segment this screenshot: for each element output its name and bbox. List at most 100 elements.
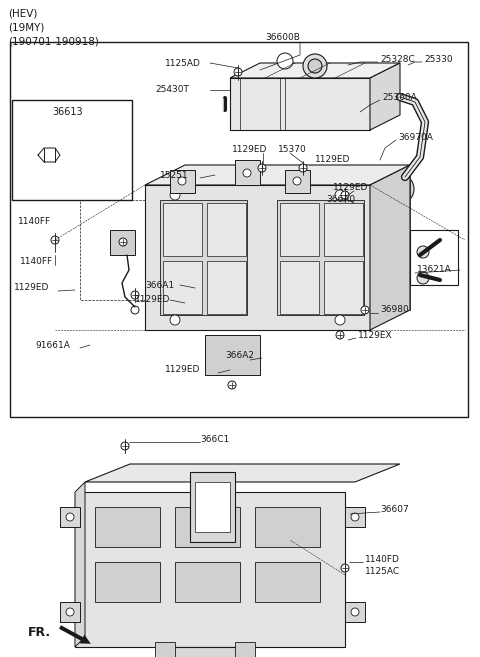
Bar [160,200,247,315]
Text: 1140FF: 1140FF [20,258,53,267]
Text: 1129ED: 1129ED [333,183,368,193]
Polygon shape [285,170,310,193]
Circle shape [336,331,344,339]
Bar [280,203,319,256]
Circle shape [361,306,369,314]
Text: 1129ED: 1129ED [14,284,49,292]
Bar [12,100,132,200]
Text: 36607: 36607 [380,505,409,514]
Circle shape [228,381,236,389]
Circle shape [351,513,359,521]
Polygon shape [145,185,370,330]
Bar [207,261,246,314]
Bar [345,602,365,622]
Text: 366A0: 366A0 [326,196,355,204]
Text: 366A2: 366A2 [225,350,254,359]
Text: 1129ED: 1129ED [135,296,170,304]
Circle shape [299,164,307,172]
Text: 1140FD: 1140FD [365,556,400,564]
Text: 1129ED: 1129ED [315,156,350,164]
Bar [163,261,202,314]
Circle shape [341,191,349,199]
Circle shape [243,169,251,177]
Circle shape [178,177,186,185]
Circle shape [308,59,322,73]
Circle shape [66,513,74,521]
Circle shape [293,177,301,185]
Circle shape [277,53,293,69]
Text: 25430T: 25430T [155,85,189,95]
Circle shape [417,272,429,284]
Circle shape [66,608,74,616]
Bar [175,562,240,602]
Text: 36600B: 36600B [265,32,300,41]
Bar [60,507,80,527]
Text: 91661A: 91661A [35,340,70,350]
Circle shape [119,238,127,246]
Text: 1140FF: 1140FF [18,217,51,227]
Polygon shape [165,647,245,657]
Polygon shape [75,492,345,647]
Text: 25360A: 25360A [382,93,417,102]
Bar [324,261,363,314]
Circle shape [341,564,349,572]
Circle shape [131,306,139,314]
Text: 13621A: 13621A [417,265,452,275]
Polygon shape [230,78,370,130]
Text: 1125AD: 1125AD [165,58,201,68]
Bar [280,261,319,314]
Bar [255,562,320,602]
Bar [345,507,365,527]
Polygon shape [370,63,400,130]
Polygon shape [85,464,400,482]
Circle shape [170,315,180,325]
Ellipse shape [396,177,414,201]
Bar [207,203,246,256]
Text: FR.: FR. [28,625,51,639]
Text: 15370: 15370 [278,145,307,154]
Text: (HEV): (HEV) [8,9,37,19]
Bar [163,203,202,256]
Text: 1125AC: 1125AC [365,568,400,576]
Text: 36980: 36980 [380,306,409,315]
Circle shape [351,608,359,616]
Bar [95,562,160,602]
Polygon shape [370,165,410,330]
Circle shape [131,291,139,299]
Text: 25328C: 25328C [380,55,415,64]
Text: 36613: 36613 [52,107,83,117]
Circle shape [51,236,59,244]
Circle shape [303,54,327,78]
Bar [10,42,468,417]
Polygon shape [230,63,400,78]
Polygon shape [145,165,410,185]
Circle shape [258,164,266,172]
Polygon shape [75,482,85,647]
Circle shape [234,68,242,76]
Polygon shape [185,165,410,310]
Text: 1129ED: 1129ED [165,365,200,374]
Bar [190,472,235,542]
Bar [277,200,364,315]
Text: 1129ED: 1129ED [232,145,267,154]
Text: (19MY): (19MY) [8,23,44,33]
Bar [95,507,160,547]
Text: (190701-190918): (190701-190918) [8,37,99,47]
Circle shape [170,190,180,200]
Circle shape [335,190,345,200]
Text: 25330: 25330 [424,55,453,64]
Polygon shape [205,335,260,375]
Polygon shape [170,170,195,193]
Bar [235,642,255,657]
Polygon shape [235,160,260,185]
Text: 1129EX: 1129EX [358,330,393,340]
Bar [324,203,363,256]
Bar [175,507,240,547]
Bar [155,642,175,657]
Circle shape [335,315,345,325]
FancyArrow shape [59,625,91,644]
Bar [410,230,458,285]
Text: 366A1: 366A1 [145,281,174,290]
Bar [195,482,230,532]
Text: 15251: 15251 [160,171,189,179]
